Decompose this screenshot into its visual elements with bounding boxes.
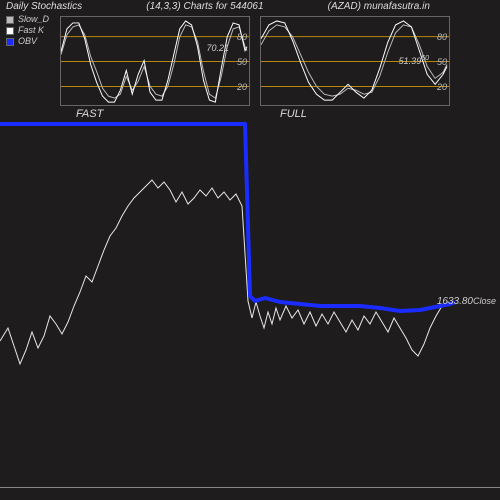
- swatch-slow-d: [6, 16, 14, 24]
- full-stochastic-panel: 80 50 20 51.3950: [260, 16, 450, 106]
- legend: Slow_D Fast K OBV: [6, 14, 49, 47]
- value-annotation: 51.3950: [399, 55, 429, 66]
- value-annotation: 70.21: [206, 43, 229, 53]
- axis-tick: 50: [437, 57, 447, 67]
- x-axis: [0, 487, 500, 488]
- title-right: (AZAD) munafasutra.in: [328, 1, 430, 14]
- title-mid: (14,3,3) Charts for 544061: [146, 1, 263, 14]
- legend-obv: OBV: [18, 36, 37, 47]
- legend-fast-k: Fast K: [18, 25, 44, 36]
- legend-slow-d: Slow_D: [18, 14, 49, 25]
- axis-tick: 80: [437, 32, 447, 42]
- axis-tick: 20: [237, 82, 247, 92]
- fast-stochastic-panel: 80 50 20 70.21: [60, 16, 250, 106]
- title-left: Daily Stochastics: [6, 1, 82, 14]
- main-price-chart: [0, 106, 500, 500]
- swatch-obv: [6, 38, 14, 46]
- axis-tick: 80: [237, 32, 247, 42]
- swatch-fast-k: [6, 27, 14, 35]
- close-price-annotation: 1633.80Close: [437, 296, 496, 307]
- axis-tick: 20: [437, 82, 447, 92]
- axis-tick: 50: [237, 57, 247, 67]
